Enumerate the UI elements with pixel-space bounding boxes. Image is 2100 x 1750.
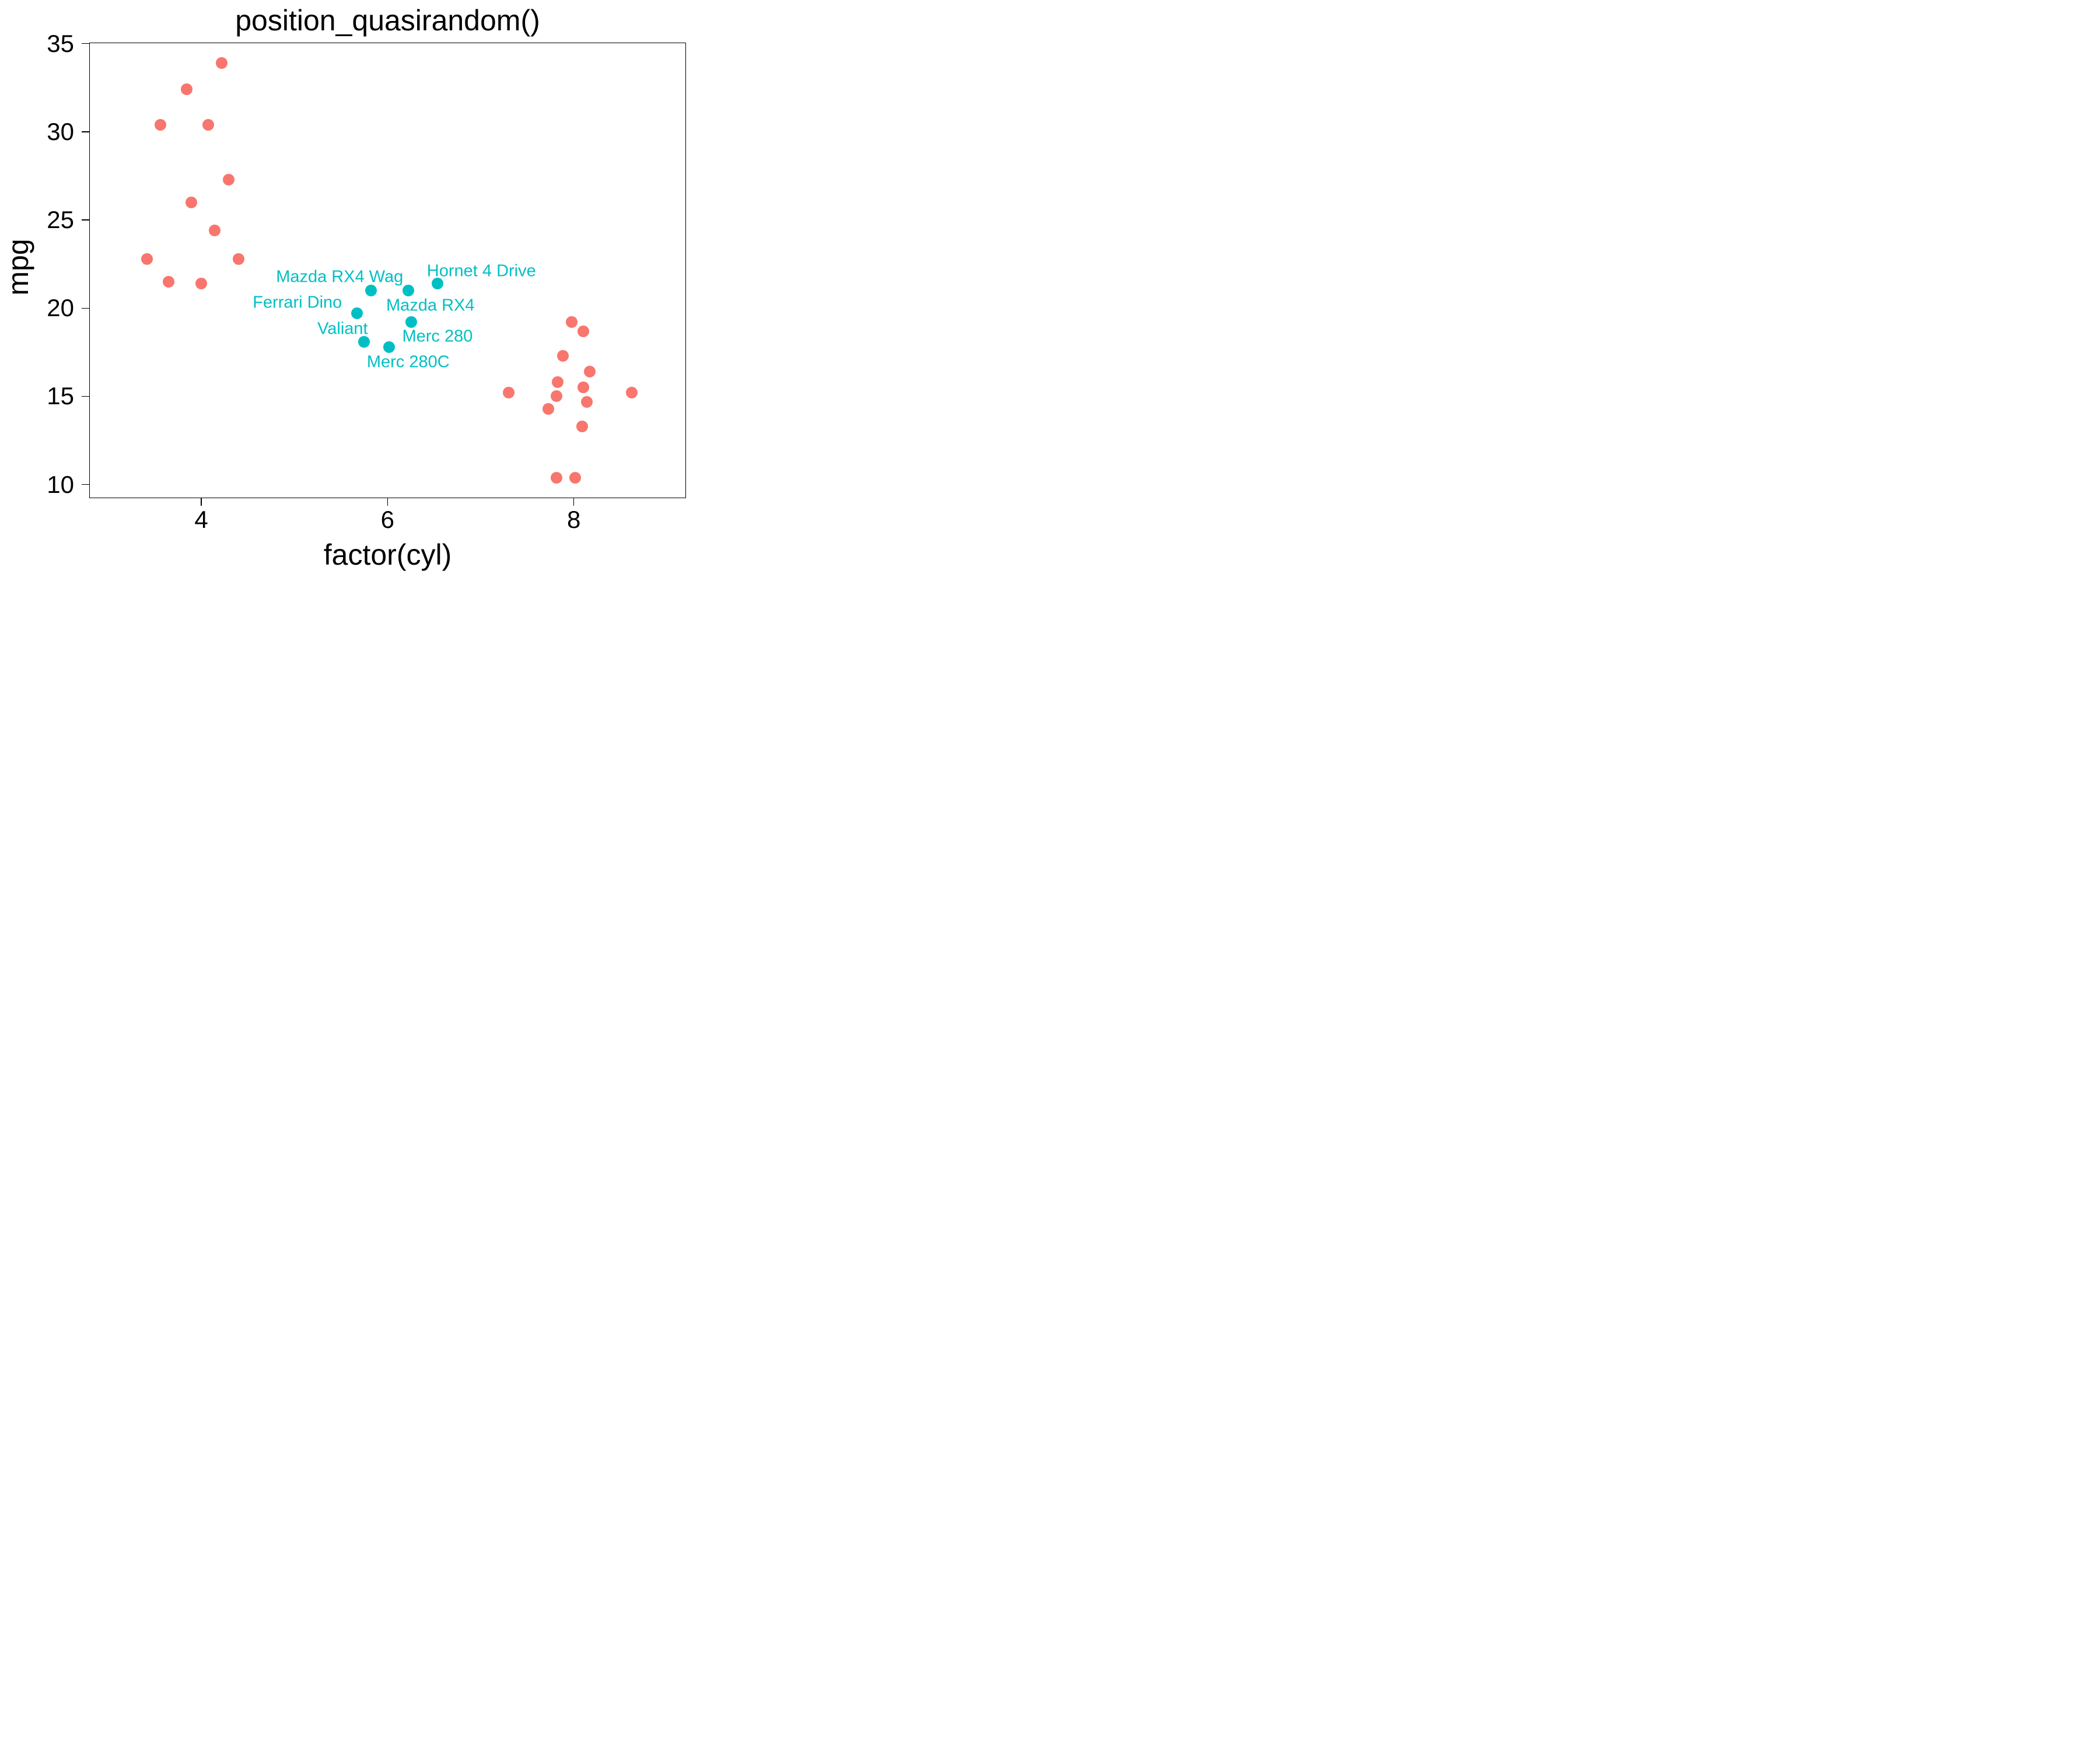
x-tick-4 (201, 498, 202, 506)
point-dodge-challenger (578, 382, 590, 394)
point-merc-280 (405, 316, 417, 328)
x-axis-title: factor(cyl) (323, 538, 452, 571)
point-amc-javelin (625, 387, 638, 399)
point-lincoln-continental (569, 471, 581, 484)
point-ferrari-dino (351, 307, 363, 320)
y-tick-label-25: 25 (47, 206, 74, 234)
point-merc-450sl (557, 349, 569, 362)
point-fiat-128 (181, 83, 193, 96)
point-merc-280c (383, 341, 395, 353)
point-merc-230 (233, 253, 245, 265)
y-tick-15 (82, 396, 90, 397)
y-tick-label-20: 20 (47, 294, 74, 322)
point-hornet-sportabout (578, 325, 590, 337)
point-mazda-rx4 (402, 285, 415, 297)
point-fiat-x1-9 (222, 173, 235, 186)
label-merc-280c: Merc 280C (366, 352, 450, 372)
label-hornet-4-drive: Hornet 4 Drive (426, 261, 536, 281)
x-tick-label-4: 4 (194, 506, 208, 533)
y-tick-35 (82, 43, 90, 44)
point-toyota-corolla (216, 57, 228, 69)
point-ford-pantera-l (552, 376, 564, 388)
label-mazda-rx4-wag: Mazda RX4 Wag (276, 267, 404, 286)
point-lotus-europa (202, 118, 215, 131)
chart-figure: position_quasirandom() mpg factor(cyl) 3… (0, 0, 700, 583)
point-volvo-142e (195, 277, 208, 289)
point-cadillac-fleetwood (551, 471, 563, 484)
y-tick-label-10: 10 (47, 470, 74, 498)
point-valiant (358, 335, 370, 348)
x-tick-label-8: 8 (566, 506, 581, 533)
y-tick-label-15: 15 (47, 382, 74, 410)
y-tick-25 (82, 219, 90, 220)
y-axis-title: mpg (2, 239, 34, 296)
point-mazda-rx4-wag (365, 285, 377, 297)
point-hornet-4-drive (431, 277, 443, 289)
y-tick-20 (82, 307, 90, 309)
chart-title: position_quasirandom() (235, 4, 540, 37)
y-tick-10 (82, 484, 90, 485)
label-merc-280: Merc 280 (402, 327, 473, 346)
point-duster-360 (542, 402, 554, 415)
label-mazda-rx4: Mazda RX4 (386, 296, 475, 315)
point-chrysler-imperial (580, 396, 593, 408)
point-merc-450slc (502, 387, 514, 399)
point-camaro-z28 (576, 420, 589, 432)
x-tick-6 (387, 498, 388, 506)
point-pontiac-firebird (566, 316, 578, 328)
point-toyota-corona (163, 275, 175, 288)
point-merc-240d (208, 225, 220, 237)
y-tick-label-30: 30 (47, 117, 74, 145)
y-tick-label-35: 35 (47, 29, 74, 57)
label-valiant: Valiant (317, 319, 368, 338)
x-tick-label-6: 6 (380, 506, 394, 533)
y-tick-30 (82, 131, 90, 132)
x-tick-8 (573, 498, 575, 506)
point-merc-450se (584, 366, 596, 378)
point-porsche-914-2 (186, 196, 198, 208)
label-ferrari-dino: Ferrari Dino (253, 293, 342, 312)
point-honda-civic (154, 118, 166, 131)
point-datsun-710 (141, 253, 153, 265)
point-maserati-bora (551, 390, 563, 402)
